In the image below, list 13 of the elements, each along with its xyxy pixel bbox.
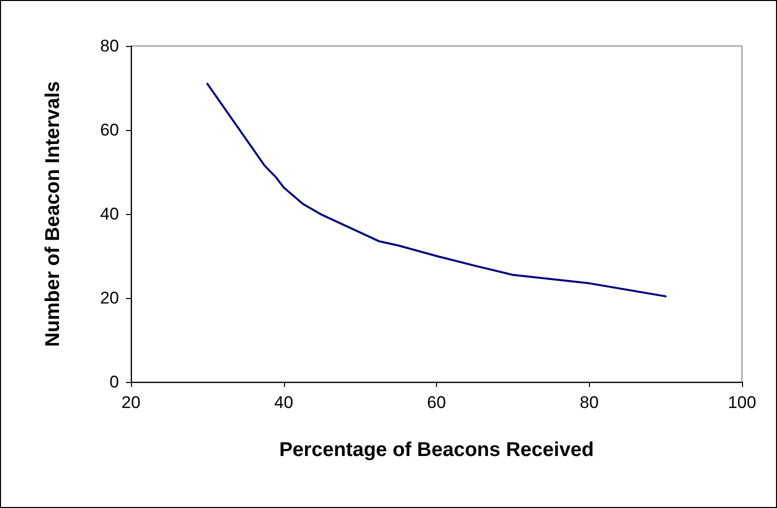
x-tick-label: 100 — [728, 393, 756, 412]
line-series — [206, 82, 667, 298]
y-tick-label: 40 — [100, 204, 119, 224]
x-tick-label: 20 — [122, 393, 140, 412]
x-axis-title: Percentage of Beacons Received — [279, 439, 594, 461]
y-tick-label: 80 — [100, 36, 119, 56]
y-tick-label: 60 — [100, 120, 119, 140]
y-tick-label: 0 — [110, 372, 119, 392]
y-axis-title: Number of Beacon Intervals — [42, 81, 64, 347]
y-tick-label: 20 — [100, 288, 119, 308]
x-tick-label: 60 — [427, 393, 446, 412]
x-tick-label: 80 — [580, 393, 599, 412]
x-tick-label: 40 — [274, 393, 294, 412]
